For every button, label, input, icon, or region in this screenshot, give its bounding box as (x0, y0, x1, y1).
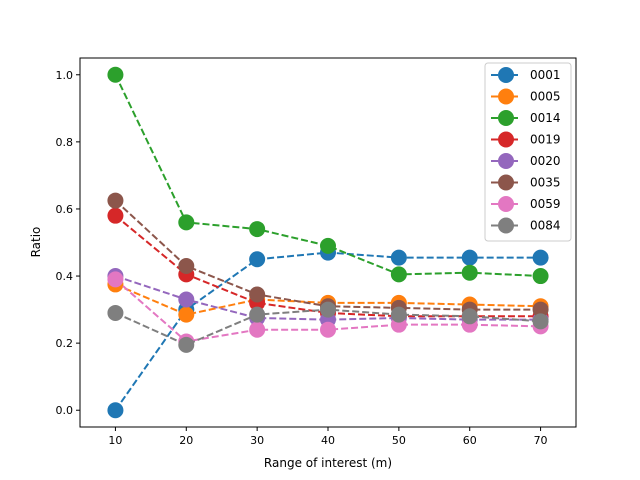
data-point-0035 (249, 286, 266, 303)
legend-marker (498, 88, 514, 105)
data-point-0001 (532, 249, 549, 266)
legend-entry-0019: 0019 (491, 131, 561, 148)
legend: 0001 0005 0014 0019 0020 0035 0059 0084 (484, 62, 572, 242)
y-axis-label: Ratio (29, 227, 43, 258)
data-point-0014 (178, 214, 195, 231)
legend-label: 0035 (530, 176, 561, 190)
legend-entry-0035: 0035 (491, 174, 561, 191)
legend-marker (498, 153, 514, 169)
series-0084 (107, 301, 549, 353)
series-0014 (107, 66, 549, 285)
y-tick-label: 0.4 (56, 270, 74, 283)
legend-entry-0084: 0084 (491, 217, 561, 234)
y-tick-label: 0.6 (56, 203, 74, 216)
data-point-0084 (249, 306, 266, 323)
legend-label: 0005 (530, 90, 561, 104)
data-point-0014 (107, 66, 124, 83)
legend-entry-0005: 0005 (491, 88, 561, 105)
legend-entry-0020: 0020 (491, 153, 561, 169)
series-layer (107, 66, 549, 419)
legend-label: 0014 (530, 111, 561, 125)
legend-marker (498, 174, 514, 191)
y-tick-label: 0.2 (56, 337, 74, 350)
data-point-0084 (461, 308, 478, 325)
data-point-0059 (249, 321, 266, 338)
data-point-0084 (178, 336, 195, 353)
data-point-0001 (249, 251, 266, 268)
legend-marker (498, 110, 514, 126)
legend-marker (498, 67, 514, 83)
data-point-0005 (178, 306, 195, 323)
data-point-0084 (390, 306, 407, 323)
legend-entry-0001: 0001 (491, 67, 561, 83)
x-tick-label: 40 (321, 434, 335, 447)
legend-marker (498, 196, 514, 212)
legend-entry-0014: 0014 (491, 110, 561, 126)
data-point-0084 (532, 313, 549, 330)
y-tick-label: 1.0 (56, 69, 74, 82)
x-tick-label: 70 (534, 434, 548, 447)
x-tick-label: 20 (179, 434, 193, 447)
data-point-0020 (178, 291, 195, 308)
data-point-0084 (320, 301, 336, 318)
data-point-0001 (390, 249, 407, 266)
data-point-0059 (320, 321, 336, 338)
data-point-0035 (107, 192, 124, 209)
data-point-0059 (107, 271, 124, 288)
data-point-0014 (532, 268, 549, 285)
data-point-0014 (320, 237, 336, 254)
x-tick-label: 30 (250, 434, 264, 447)
x-axis-label: Range of interest (m) (264, 456, 392, 470)
y-tick-label: 0.8 (56, 136, 74, 149)
legend-label: 0019 (530, 133, 561, 147)
data-point-0035 (532, 301, 549, 318)
data-point-0014 (390, 266, 407, 283)
y-tick-label: 0.0 (56, 404, 74, 417)
x-tick-label: 10 (108, 434, 122, 447)
data-point-0001 (461, 249, 478, 266)
data-point-0001 (107, 402, 124, 419)
data-point-0014 (249, 221, 266, 238)
legend-marker (498, 131, 514, 148)
legend-label: 0059 (530, 197, 561, 211)
x-axis: 10 20 30 40 50 60 70 (108, 427, 548, 447)
legend-marker (498, 217, 514, 234)
legend-label: 0084 (530, 219, 561, 233)
y-axis: 0.0 0.2 0.4 0.6 0.8 1.0 (56, 69, 80, 417)
legend-label: 0001 (530, 68, 561, 82)
data-point-0084 (107, 304, 124, 321)
data-point-0019 (107, 207, 124, 224)
legend-entry-0059: 0059 (491, 196, 561, 212)
data-point-0035 (178, 257, 195, 274)
legend-label: 0020 (530, 154, 561, 168)
data-point-0014 (461, 264, 478, 281)
x-tick-label: 60 (463, 434, 477, 447)
x-tick-label: 50 (392, 434, 406, 447)
